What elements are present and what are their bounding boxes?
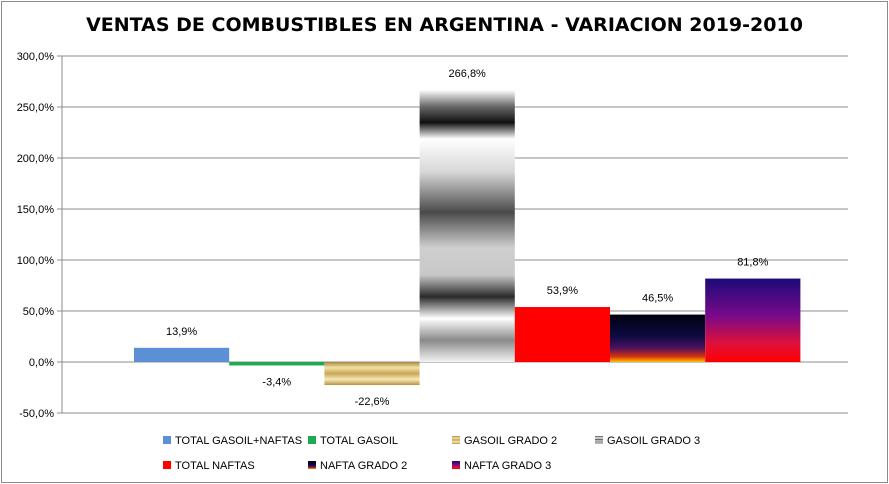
legend-swatch — [163, 436, 171, 444]
data-label: 13,9% — [166, 326, 197, 338]
legend-swatch — [452, 461, 460, 469]
legend-swatch — [308, 436, 316, 444]
chart-title: VENTAS DE COMBUSTIBLES EN ARGENTINA - VA… — [86, 14, 803, 36]
legend-label: NAFTA GRADO 3 — [464, 460, 551, 472]
y-tick-label: 200,0% — [17, 153, 55, 165]
bar-gasoil-grado-2 — [324, 362, 420, 386]
data-label: 81,8% — [737, 257, 768, 269]
bar-total-naftas — [514, 307, 610, 362]
data-label: 53,9% — [547, 285, 578, 297]
y-tick-label: -50,0% — [19, 408, 54, 420]
legend-swatch — [308, 461, 316, 469]
y-tick-label: 100,0% — [17, 255, 55, 267]
data-label: 46,5% — [642, 293, 673, 305]
legend-label: TOTAL GASOIL — [320, 435, 398, 447]
legend-swatch — [595, 436, 603, 444]
data-label: -3,4% — [262, 376, 291, 388]
y-tick-label: 150,0% — [17, 204, 55, 216]
legend-label: NAFTA GRADO 2 — [320, 460, 407, 472]
legend-label: TOTAL NAFTAS — [175, 460, 255, 472]
data-label: 266,8% — [449, 68, 487, 80]
y-tick-label: 50,0% — [23, 306, 54, 318]
bar-total-gasoil — [229, 362, 325, 366]
legend-label: GASOIL GRADO 3 — [607, 435, 700, 447]
legend-swatch — [163, 461, 171, 469]
legend-label: GASOIL GRADO 2 — [464, 435, 557, 447]
bar-total-gasoil-naftas — [134, 347, 230, 362]
legend-swatch — [452, 436, 460, 444]
y-tick-label: 0,0% — [29, 357, 54, 369]
y-tick-label: 250,0% — [17, 102, 55, 114]
legend-label: TOTAL GASOIL+NAFTAS — [175, 435, 302, 447]
bar-gasoil-grado-3 — [419, 89, 515, 362]
y-tick-label: 300,0% — [17, 51, 55, 63]
data-label: -22,6% — [355, 396, 390, 408]
bar-nafta-grado-3 — [705, 278, 801, 362]
bar-nafta-grado-2 — [610, 314, 706, 362]
